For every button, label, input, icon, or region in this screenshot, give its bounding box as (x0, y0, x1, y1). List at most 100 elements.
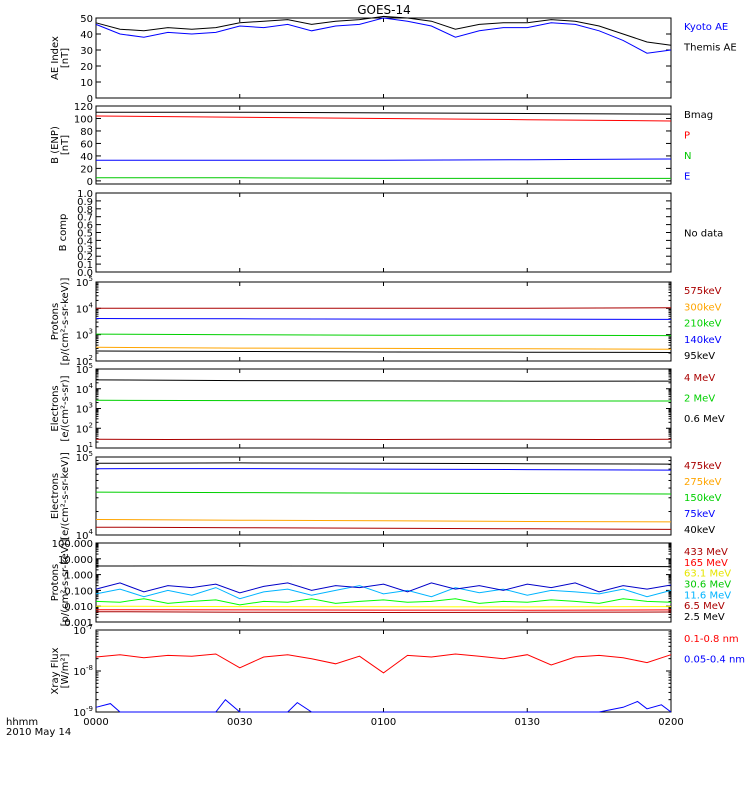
y-tick-label: 1.0 (77, 189, 93, 200)
y-tick-label: 0.2 (77, 252, 93, 263)
legend-entry: N (684, 151, 691, 162)
series-line-210kev (95, 333, 672, 337)
y-tick-label: 0.4 (77, 236, 93, 247)
series-line-11-6-mev (95, 585, 672, 600)
y-tick-label: 0.6 (77, 221, 93, 232)
y-tick-label: 100.000 (52, 539, 93, 550)
legend-entry: 0.6 MeV (684, 414, 725, 425)
legend-entry: 2.5 MeV (684, 612, 725, 623)
x-tick-label: 0030 (227, 717, 252, 728)
y-axis-label: Xray Flux[W/m²] (50, 647, 71, 694)
legend-entry: 275keV (684, 477, 722, 488)
legend-entry: 75keV (684, 509, 715, 520)
y-tick-label: 0 (87, 94, 93, 105)
legend-entry: 150keV (684, 493, 722, 504)
legend-entry: 2 MeV (684, 394, 715, 405)
series-line-150kev (95, 491, 672, 495)
series-line-165-mev (95, 609, 672, 611)
x-tick-label: 0130 (515, 717, 540, 728)
series-line-433-mev (95, 611, 672, 614)
legend-entry: Themis AE (683, 43, 737, 54)
y-tick-label: 0 (87, 177, 93, 188)
y-tick-label: 105 (76, 362, 93, 376)
legend-entry: Bmag (684, 110, 713, 121)
series-line-kyoto-ae (95, 17, 672, 54)
series-line-75kev (95, 468, 672, 471)
legend-entry: 0.1-0.8 nm (684, 634, 739, 645)
legend-entry: 95keV (684, 351, 715, 362)
panel-7: 0.001 0.010 0.100 1.000 10.000 100.000Protons… (50, 539, 731, 629)
legend-entry: 433 MeV (684, 547, 728, 558)
x-tick-label: 0200 (658, 717, 683, 728)
legend-entry: 6.5 MeV (684, 601, 725, 612)
y-axis-label: Electrons[e/(cm²-s-sr)] (50, 375, 71, 441)
legend-entry: Kyoto AE (684, 22, 728, 33)
y-axis-label: Protons[p/(cm²-s-sr-keV)] (50, 278, 71, 366)
panel-3: 0.00.10.20.30.40.50.60.70.80.91.0 B comp N… (58, 189, 723, 279)
series-line-475kev (95, 526, 672, 530)
y-tick-label: 100 (74, 114, 93, 125)
series-line-140kev (95, 318, 672, 320)
x-tick-label: 0100 (371, 717, 396, 728)
series-line-30-6-mev (95, 598, 672, 606)
series-line-p (95, 115, 672, 122)
y-tick-label: 40 (80, 152, 93, 163)
y-tick-label: 0.3 (77, 244, 93, 255)
y-tick-label: 102 (76, 421, 93, 435)
panel-frame (95, 192, 672, 273)
series-line-0-05-0-4-nm (95, 698, 672, 713)
legend-entry: 30.6 MeV (684, 580, 731, 591)
y-tick-label: 40 (80, 30, 93, 41)
y-tick-label: 103 (76, 328, 93, 342)
y-axis-label: Electrons[e/(cm²-s-sr-keV)] (50, 452, 71, 540)
y-tick-label: 120 (74, 102, 93, 113)
series-line-6-5-mev (95, 582, 672, 594)
legend-entry: 300keV (684, 302, 722, 313)
y-tick-label: 0.0 (77, 268, 93, 279)
legend-entry: 210keV (684, 319, 722, 330)
time-format-label: hhmm (6, 717, 38, 728)
x-tick-label: 0000 (83, 717, 108, 728)
legend-entry: 40keV (684, 525, 715, 536)
series-line-2-5-mev (95, 565, 672, 568)
chart-title: GOES-14 (357, 3, 411, 17)
legend-entry: 63.1 MeV (684, 569, 731, 580)
legend-entry: 140keV (684, 335, 722, 346)
y-tick-label: 50 (80, 14, 93, 25)
y-tick-label: 10-7 (73, 623, 93, 637)
legend-entry: 0.05-0.4 nm (684, 655, 745, 666)
y-tick-label: 0.1 (77, 260, 93, 271)
legend-entry: 165 MeV (684, 558, 728, 569)
y-axis-label: B comp (58, 214, 69, 252)
y-axis-label: AE Index[nT] (50, 36, 71, 80)
series-line-2-mev (95, 399, 671, 402)
series-line-0-6-mev (95, 379, 672, 382)
legend-entry: 11.6 MeV (684, 590, 731, 601)
series-line-575kev (96, 307, 672, 309)
y-tick-label: 105 (76, 450, 93, 464)
y-tick-label: 1.000 (64, 571, 93, 582)
series-line-0-1-0-8-nm (95, 653, 672, 674)
series-line-40kev (95, 462, 672, 465)
series-line-300kev (95, 346, 672, 350)
y-tick-label: 103 (76, 402, 93, 416)
panel-frame (95, 17, 672, 99)
y-axis-label: B (ENP)[nT] (50, 126, 71, 164)
y-axis-label: Protons[p/(cm²-s-sr-keV)] (50, 539, 71, 627)
y-tick-label: 20 (80, 62, 93, 73)
series-line-95kev (95, 350, 672, 353)
y-tick-label: 0.5 (77, 229, 93, 240)
panel-frame (95, 629, 672, 713)
y-tick-label: 0.001 (64, 618, 93, 629)
y-tick-label: 10.000 (58, 555, 93, 566)
series-line-63-1-mev (95, 605, 672, 608)
y-tick-label: 10-8 (73, 664, 93, 678)
panel-1: 0 10 20 30 40 50 AE Index[nT] Kyoto AE Themis AE (50, 14, 737, 105)
y-tick-label: 60 (80, 139, 93, 150)
series-line-themis-ae (95, 15, 672, 46)
